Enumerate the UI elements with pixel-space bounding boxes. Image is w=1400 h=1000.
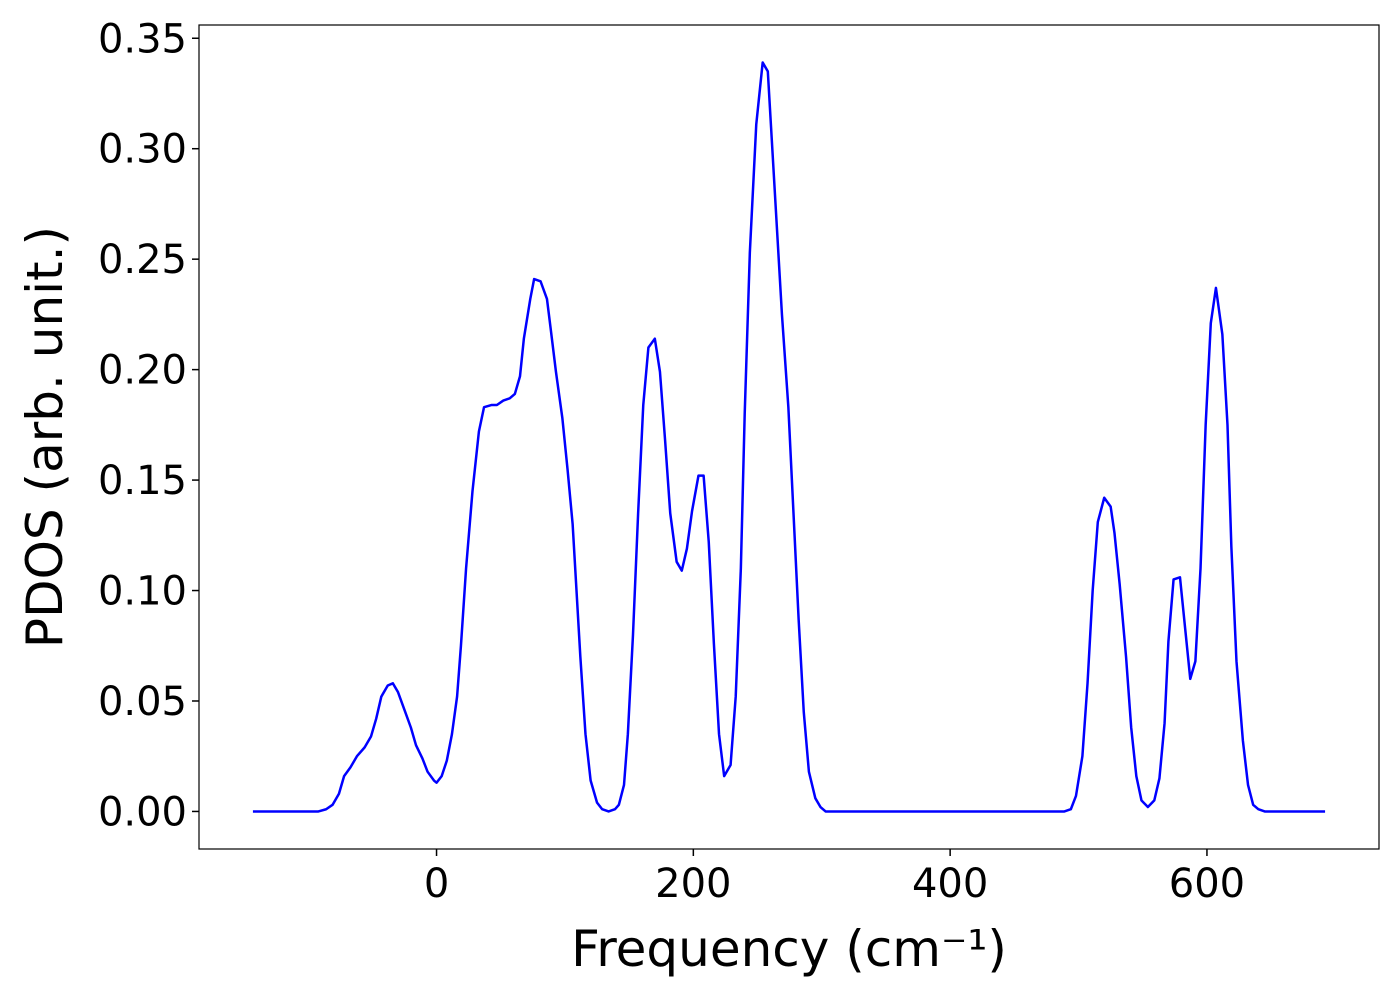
plot-frame <box>198 24 1380 850</box>
x-tick-label: 0 <box>424 861 449 907</box>
y-tick-label: 0.10 <box>98 569 187 615</box>
x-tick-label: 200 <box>655 861 731 907</box>
y-tick-label: 0.30 <box>98 127 187 173</box>
y-tick-label: 0.20 <box>98 348 187 394</box>
y-tick-label: 0.05 <box>98 679 187 725</box>
y-tick-label: 0.15 <box>98 458 187 504</box>
x-tick-label: 600 <box>1169 861 1245 907</box>
x-tick-label: 400 <box>912 861 988 907</box>
y-tick-label: 0.00 <box>98 789 187 835</box>
line-series <box>252 61 1326 813</box>
y-tick-label: 0.25 <box>98 237 187 283</box>
x-axis-label: Frequency (cm⁻¹) <box>571 920 1007 978</box>
y-axis-label: PDOS (arb. unit.) <box>16 226 74 648</box>
y-tick-label: 0.35 <box>98 16 187 62</box>
